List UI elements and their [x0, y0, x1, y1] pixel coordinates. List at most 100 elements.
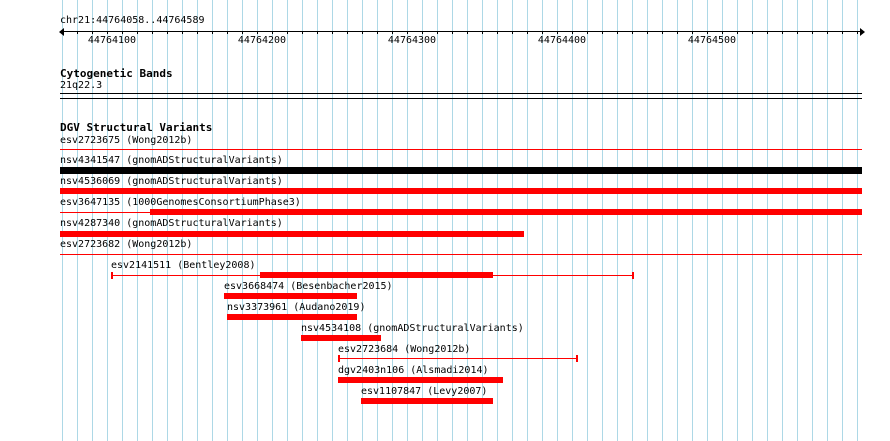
grid-line — [287, 0, 288, 441]
variant-feature[interactable] — [361, 398, 493, 404]
ruler-minor-tick — [77, 31, 78, 34]
variant-label[interactable]: nsv4534108 (gnomADStructuralVariants) — [301, 323, 524, 334]
grid-line — [227, 0, 228, 441]
grid-line — [512, 0, 513, 441]
grid-line — [497, 0, 498, 441]
cytoband-track-title[interactable]: Cytogenetic Bands — [60, 67, 173, 80]
ruler-minor-tick — [602, 31, 603, 34]
ruler-minor-tick — [137, 31, 138, 34]
variant-label[interactable]: nsv4287340 (gnomADStructuralVariants) — [60, 218, 283, 229]
grid-line — [167, 0, 168, 441]
ruler-minor-tick — [242, 31, 243, 34]
ruler-minor-tick — [422, 31, 423, 34]
variant-feature[interactable] — [224, 293, 357, 299]
ruler-minor-tick — [812, 31, 813, 34]
ruler-minor-tick — [797, 31, 798, 34]
ruler-minor-tick — [362, 31, 363, 34]
grid-line — [467, 0, 468, 441]
grid-line — [677, 0, 678, 441]
ruler-minor-tick — [392, 31, 393, 34]
variant-feature-cap[interactable] — [576, 355, 578, 362]
grid-line — [422, 0, 423, 441]
variant-label[interactable]: esv2723682 (Wong2012b) — [60, 239, 193, 250]
ruler-tick-label: 44764400 — [537, 35, 587, 46]
ruler-minor-tick — [62, 31, 63, 34]
variant-feature[interactable] — [301, 335, 381, 341]
grid-line — [707, 0, 708, 441]
variant-feature[interactable] — [260, 272, 493, 278]
grid-line — [542, 0, 543, 441]
variant-feature[interactable] — [338, 377, 503, 383]
variant-feature-line[interactable] — [338, 358, 578, 359]
grid-line — [392, 0, 393, 441]
ruler-minor-tick — [452, 31, 453, 34]
ruler-minor-tick — [857, 31, 858, 34]
variant-feature[interactable] — [60, 254, 862, 255]
variant-feature[interactable] — [150, 209, 862, 215]
grid-line — [572, 0, 573, 441]
scroll-left-arrow-icon[interactable] — [59, 28, 64, 36]
variant-feature[interactable] — [60, 188, 862, 194]
ruler-minor-tick — [482, 31, 483, 34]
grid-line — [752, 0, 753, 441]
ruler-tick-label: 44764300 — [387, 35, 437, 46]
ruler-minor-tick — [332, 31, 333, 34]
grid-line — [482, 0, 483, 441]
ruler-minor-tick — [347, 31, 348, 34]
grid-line — [782, 0, 783, 441]
ruler-minor-tick — [497, 31, 498, 34]
variant-label[interactable]: nsv4536069 (gnomADStructuralVariants) — [60, 176, 283, 187]
grid-line — [617, 0, 618, 441]
cytoband-line[interactable] — [60, 93, 862, 94]
grid-line — [407, 0, 408, 441]
variant-label[interactable]: nsv3373961 (Audano2019) — [227, 302, 366, 313]
grid-line — [182, 0, 183, 441]
scroll-right-arrow-icon[interactable] — [860, 28, 865, 36]
ruler-minor-tick — [407, 31, 408, 34]
variant-feature[interactable] — [60, 149, 862, 150]
variant-feature[interactable] — [227, 314, 357, 320]
ruler-minor-tick — [542, 31, 543, 34]
grid-line — [632, 0, 633, 441]
ruler-minor-tick — [827, 31, 828, 34]
grid-line — [602, 0, 603, 441]
dgv-track-title[interactable]: DGV Structural Variants — [60, 121, 213, 134]
variant-feature[interactable] — [60, 167, 862, 174]
grid-line — [587, 0, 588, 441]
ruler-axis[interactable] — [62, 31, 862, 32]
ruler-minor-tick — [722, 31, 723, 34]
variant-label[interactable]: esv3647135 (1000GenomesConsortiumPhase3) — [60, 197, 301, 208]
cytoband-line[interactable] — [60, 98, 862, 99]
variant-label[interactable]: esv2723675 (Wong2012b) — [60, 135, 193, 146]
grid-line — [362, 0, 363, 441]
ruler-minor-tick — [197, 31, 198, 34]
ruler-minor-tick — [692, 31, 693, 34]
ruler-minor-tick — [317, 31, 318, 34]
grid-line — [452, 0, 453, 441]
grid-line — [197, 0, 198, 441]
variant-label[interactable]: dgv2403n106 (Alsmadi2014) — [338, 365, 489, 376]
variant-feature[interactable] — [60, 231, 524, 237]
variant-label[interactable]: esv2141511 (Bentley2008) — [111, 260, 256, 271]
grid-line — [437, 0, 438, 441]
coordinate-readout: chr21:44764058..44764589 — [60, 15, 205, 26]
ruler-minor-tick — [257, 31, 258, 34]
variant-label[interactable]: nsv4341547 (gnomADStructuralVariants) — [60, 155, 283, 166]
variant-label[interactable]: esv1107847 (Levy2007) — [361, 386, 488, 397]
ruler-minor-tick — [92, 31, 93, 34]
ruler-minor-tick — [272, 31, 273, 34]
variant-feature-cap[interactable] — [632, 272, 634, 279]
ruler-minor-tick — [302, 31, 303, 34]
ruler-minor-tick — [677, 31, 678, 34]
grid-line — [827, 0, 828, 441]
variant-label[interactable]: esv3668474 (Besenbacher2015) — [224, 281, 393, 292]
variant-label[interactable]: esv2723684 (Wong2012b) — [338, 344, 471, 355]
ruler-minor-tick — [842, 31, 843, 34]
ruler-minor-tick — [617, 31, 618, 34]
grid-line — [92, 0, 93, 441]
grid-line — [377, 0, 378, 441]
grid-line — [107, 0, 108, 441]
ruler-tick-label: 44764200 — [237, 35, 287, 46]
ruler-minor-tick — [632, 31, 633, 34]
variant-feature-line[interactable] — [60, 212, 150, 213]
